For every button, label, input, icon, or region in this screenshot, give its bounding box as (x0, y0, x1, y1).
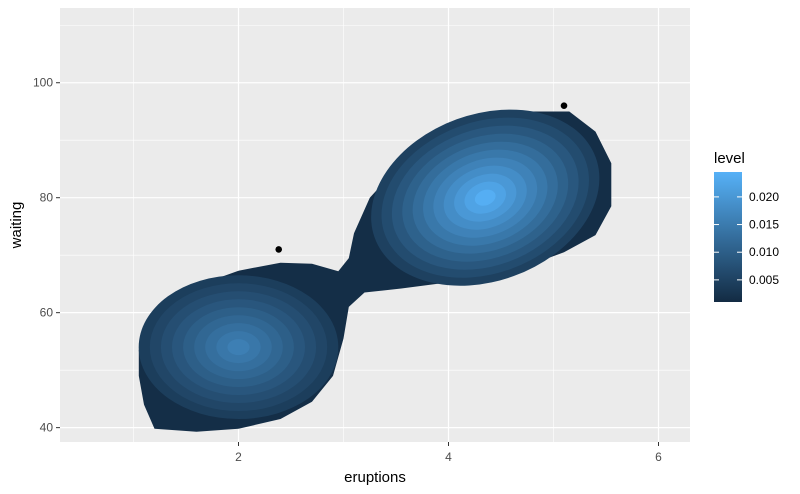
y-tick-label: 60 (40, 306, 54, 320)
legend-break-label: 0.005 (749, 273, 779, 287)
x-axis-title: eruptions (344, 469, 406, 486)
data-point-1 (560, 102, 568, 110)
legend: level 0.005 0.010 0.015 0.020 (714, 150, 779, 302)
x-tick-label: 4 (445, 450, 452, 464)
y-axis-title: waiting (8, 202, 25, 250)
data-point-0 (275, 246, 283, 253)
density-contours (138, 109, 612, 432)
legend-break-label: 0.010 (749, 245, 779, 259)
legend-break-label: 0.020 (749, 190, 779, 204)
y-tick-label: 40 (40, 421, 54, 435)
y-axis-ticks: 40 60 80 100 (33, 76, 60, 435)
data-points (275, 102, 568, 253)
legend-break-label: 0.015 (749, 218, 779, 232)
y-tick-label: 80 (40, 191, 54, 205)
x-axis-ticks: 2 4 6 (235, 442, 662, 464)
y-tick-label: 100 (33, 76, 53, 90)
legend-title: level (714, 150, 745, 167)
x-tick-label: 2 (235, 450, 242, 464)
x-tick-label: 6 (655, 450, 662, 464)
density-band-mode0-8 (227, 339, 250, 356)
density-band-mode1-10 (474, 189, 496, 206)
legend-colorbar (714, 172, 742, 302)
legend-ticks: 0.005 0.010 0.015 0.020 (714, 190, 779, 287)
